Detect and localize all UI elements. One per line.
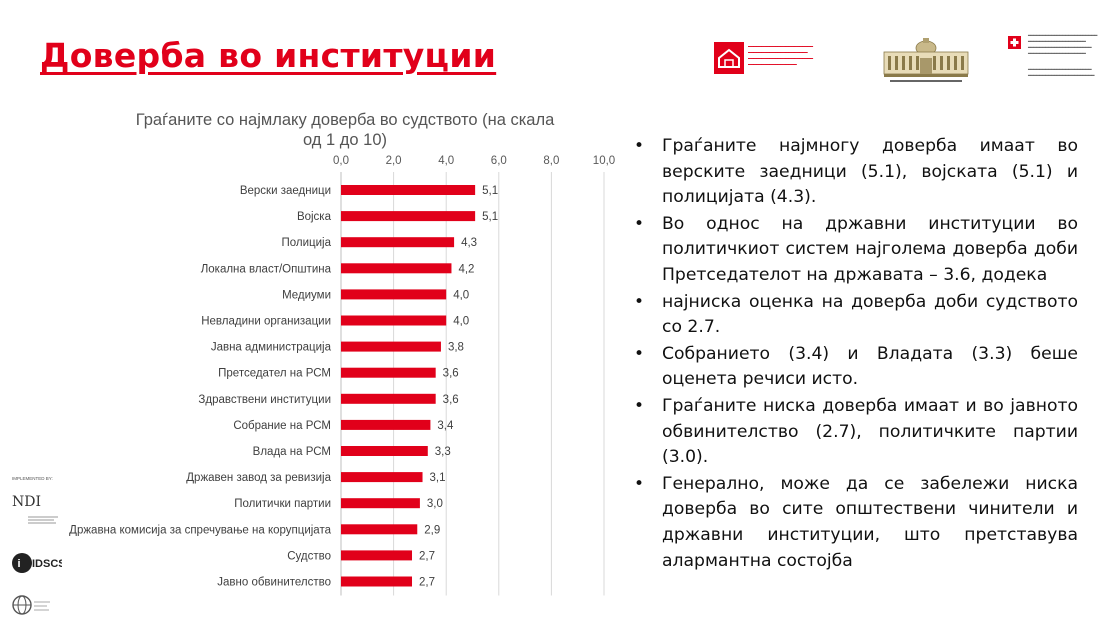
finding-text: Во однос на државни институции во полити… [662, 213, 1078, 285]
bar [341, 550, 413, 561]
swiss-cross-icon [1008, 36, 1021, 49]
category-label: Државна комисија за спречување на корупц… [69, 524, 331, 536]
assembly-building-logo [880, 36, 972, 86]
value-label: 3,8 [448, 342, 464, 354]
category-label: Војска [297, 211, 332, 223]
value-label: 5,1 [482, 185, 498, 197]
category-label: Полиција [281, 237, 331, 249]
globe-logo-icon [12, 594, 52, 621]
bar [341, 341, 441, 352]
swiss-confederation-logo: ━━━━━━━━━━━━━━━━━━━━━━━━ ━━━━━━━━━━━━━━━… [1008, 34, 1108, 84]
implementing-partners-logos: IMPLEMENTED BY: NDI i IDSCS [8, 476, 68, 616]
x-tick-label: 10,0 [593, 155, 615, 167]
finding-item: • Генерално, може да се забележи ниска до… [630, 472, 1078, 574]
finding-text: Граѓаните најмногу доверба имаат во верс… [662, 136, 1078, 208]
finding-text: Собранието (3.4) и Владата (3.3) беше оц… [662, 343, 1078, 390]
bar [341, 315, 447, 326]
idscs-logo: i IDSCS [12, 550, 66, 581]
value-label: 4,3 [461, 237, 477, 249]
value-label: 2,7 [419, 550, 435, 562]
bar [341, 419, 431, 430]
value-label: 4,0 [453, 316, 469, 328]
idscs-text: IDSCS [32, 558, 62, 570]
finding-item: • Граѓаните најмногу доверба имаат во вер… [630, 134, 1078, 211]
findings-list: • Граѓаните најмногу доверба имаат во вер… [630, 134, 1078, 575]
ndi-subtitle-lines [28, 512, 58, 524]
category-label: Локална власт/Општина [201, 263, 332, 275]
bullet-icon: • [634, 291, 645, 312]
value-label: 3,4 [437, 420, 454, 432]
bar [341, 211, 476, 222]
category-label: Верски заедници [240, 185, 331, 197]
slide-title: Доверба во институции [40, 36, 497, 75]
category-label: Влада на РСМ [253, 446, 331, 458]
value-label: 3,6 [443, 368, 459, 380]
chart-title: Граѓаните со најмлаку доверба во судство… [100, 110, 590, 150]
bar [341, 367, 436, 378]
parliament-programme-logo: ━━━━━━━━━━━━━━━━━━━━━━━━ ━━━━━━━━━━━━━━━… [714, 42, 844, 76]
bullet-icon: • [634, 395, 645, 416]
x-tick-label: 4,0 [438, 155, 454, 167]
bar [341, 446, 428, 456]
finding-item: • Граѓаните ниска доверба имаат и во јавн… [630, 394, 1078, 471]
bar [341, 498, 420, 509]
value-label: 4,0 [453, 289, 469, 301]
value-label: 3,3 [435, 446, 451, 458]
bar [341, 263, 452, 274]
implemented-by-label: IMPLEMENTED BY: [12, 476, 53, 481]
bar [341, 472, 423, 483]
bullet-icon: • [634, 213, 645, 234]
bar [341, 393, 436, 404]
finding-text: Граѓаните ниска доверба имаат и во јавно… [662, 395, 1078, 468]
value-label: 3,0 [427, 498, 443, 510]
value-label: 2,7 [419, 577, 435, 589]
category-label: Судство [287, 550, 331, 562]
bar [341, 237, 455, 248]
ndi-logo: NDI [12, 494, 42, 510]
bullet-icon: • [634, 136, 645, 156]
finding-text: Генерално, може да се забележи ниска дов… [662, 473, 1078, 571]
chart-title-line-2: од 1 до 10) [302, 131, 388, 149]
category-label: Претседател на РСМ [218, 368, 331, 380]
chart-title-line-1: Граѓаните со најмлаку доверба во судство… [135, 111, 555, 129]
x-tick-label: 8,0 [543, 155, 559, 167]
parliament-house-icon [714, 42, 744, 74]
value-label: 2,9 [424, 524, 440, 536]
value-label: 5,1 [482, 211, 498, 223]
category-label: Јавна администрација [211, 342, 332, 354]
finding-item: • Во однос на државни институции во полит… [630, 212, 1078, 289]
x-tick-label: 6,0 [491, 155, 507, 167]
category-label: Собрание на РСМ [233, 420, 331, 432]
bullet-icon: • [634, 473, 645, 494]
svg-text:i: i [18, 558, 21, 570]
category-label: Медиуми [282, 289, 331, 301]
finding-item: • Собранието (3.4) и Владата (3.3) беше о… [630, 342, 1078, 393]
value-label: 4,2 [458, 263, 474, 275]
x-tick-label: 0,0 [333, 155, 349, 167]
value-label: 3,6 [443, 394, 459, 406]
bar [341, 576, 413, 587]
bar [341, 524, 418, 535]
category-label: Политички партии [234, 498, 331, 510]
category-label: Јавно обвинителство [217, 577, 331, 589]
trust-bar-chart: 0,0 2,0 4,0 6,0 8,0 10,0 Верски заедници 5,1 Вој… [69, 155, 615, 596]
x-tick-label: 2,0 [386, 155, 402, 167]
finding-item: • најниска оценка на доверба доби судство… [630, 290, 1078, 341]
category-label: Здравствени институции [198, 394, 331, 406]
value-label: 3,1 [430, 472, 446, 484]
finding-text: најниска оценка на доверба доби судствот… [662, 291, 1078, 338]
bar [341, 185, 476, 195]
bar [341, 289, 447, 300]
bullet-icon: • [634, 343, 645, 364]
category-label: Државен завод за ревизија [186, 472, 331, 484]
category-label: Невладини организации [201, 316, 331, 328]
